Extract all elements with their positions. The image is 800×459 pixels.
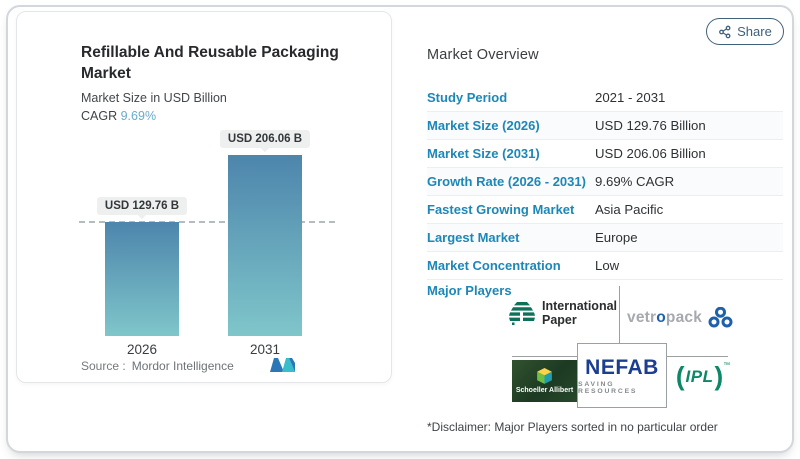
mordor-intelligence-logo-icon — [270, 358, 295, 372]
row-value: Asia Pacific — [595, 202, 664, 217]
international-paper-wordmark: International Paper — [542, 299, 618, 327]
table-row-largest-market: Largest Market Europe — [427, 224, 783, 252]
disclaimer-text: *Disclaimer: Major Players sorted in no … — [427, 420, 718, 434]
source-value: Mordor Intelligence — [131, 359, 234, 373]
chart-subtitle: Market Size in USD Billion — [81, 91, 227, 105]
nefab-tagline: SAVING RESOURCES — [578, 380, 638, 395]
schoeller-allibert-cube-icon — [537, 368, 552, 384]
row-value: Europe — [595, 230, 638, 245]
row-value: 2021 - 2031 — [595, 90, 666, 105]
row-label: Fastest Growing Market — [427, 202, 575, 217]
overview-table: Study Period 2021 - 2031 Market Size (20… — [427, 84, 783, 280]
overview-heading: Market Overview — [427, 47, 539, 63]
ipl-trademark: ™ — [723, 362, 731, 369]
bar-2031 — [228, 155, 302, 336]
table-row-growth-rate: Growth Rate (2026 - 2031) 9.69% CAGR — [427, 168, 783, 196]
schoeller-allibert-logo: Schoeller Allibert — [512, 360, 577, 402]
row-value: Low — [595, 258, 620, 273]
share-icon — [719, 25, 731, 38]
bar-value-label-2031: USD 206.06 B — [219, 130, 311, 148]
chart-cagr: CAGR 9.69% — [81, 109, 156, 123]
ipl-wordmark: IPL — [685, 367, 714, 386]
nefab-wordmark: NEFAB — [585, 355, 659, 379]
chart-title: Refillable And Reusable Packaging Market — [81, 44, 339, 82]
nefab-logo: NEFAB SAVING RESOURCES — [577, 343, 667, 408]
share-button[interactable]: Share — [706, 18, 784, 45]
vetropack-logo: vetropack — [627, 307, 733, 328]
schoeller-allibert-wordmark: Schoeller Allibert — [515, 387, 574, 394]
table-row-study-period: Study Period 2021 - 2031 — [427, 84, 783, 112]
table-row-market-size-2031: Market Size (2031) USD 206.06 Billion — [427, 140, 783, 168]
row-label: Market Size (2031) — [427, 146, 540, 161]
logo-grid-vertical-divider — [619, 286, 620, 343]
international-paper-logo: International Paper — [509, 299, 618, 327]
vetropack-wordmark: vetropack — [627, 308, 703, 326]
row-label: Market Concentration — [427, 258, 561, 273]
ipl-paren-open: ( — [675, 361, 685, 391]
row-label: Market Size (2026) — [427, 118, 540, 133]
table-row-fastest-growing-market: Fastest Growing Market Asia Pacific — [427, 196, 783, 224]
cagr-label: CAGR — [81, 109, 118, 123]
ipl-logo: ( IPL ) ™ — [668, 361, 738, 391]
ipl-paren-close: ) — [714, 361, 724, 391]
row-value: USD 206.06 Billion — [595, 146, 706, 161]
bar-value-label-2026: USD 129.76 B — [96, 197, 188, 215]
source-line: Source : Mordor Intelligence — [81, 359, 234, 373]
share-label: Share — [737, 24, 772, 39]
row-value: USD 129.76 Billion — [595, 118, 706, 133]
chart-panel: Refillable And Reusable Packaging Market… — [16, 11, 392, 383]
international-paper-icon — [509, 301, 535, 325]
row-label: Growth Rate (2026 - 2031) — [427, 174, 586, 189]
row-value: 9.69% CAGR — [595, 174, 675, 189]
table-row-market-concentration: Market Concentration Low — [427, 252, 783, 280]
bar-2026 — [105, 222, 179, 336]
row-label: Largest Market — [427, 230, 520, 245]
reference-dashed-line — [79, 221, 335, 223]
table-row-market-size-2026: Market Size (2026) USD 129.76 Billion — [427, 112, 783, 140]
major-players-label: Major Players — [427, 283, 512, 298]
x-tick-2031: 2031 — [249, 342, 281, 357]
source-label: Source : — [81, 359, 126, 373]
vetropack-clover-icon — [708, 307, 733, 328]
cagr-value: 9.69% — [120, 109, 157, 123]
row-label: Study Period — [427, 90, 508, 105]
x-tick-2026: 2026 — [126, 342, 158, 357]
